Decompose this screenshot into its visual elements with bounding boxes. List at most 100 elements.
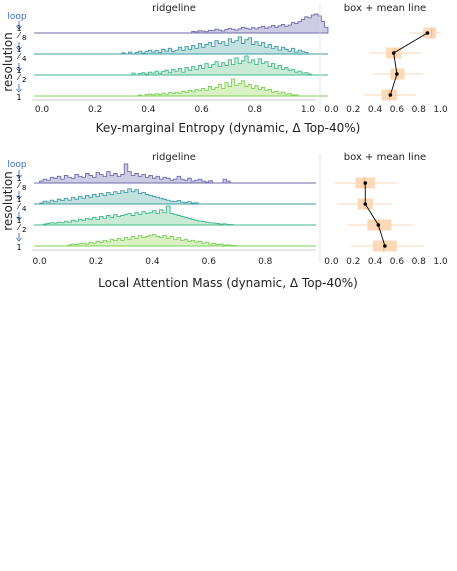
ridge-series-1 bbox=[121, 78, 328, 97]
panel-title: ridgeline bbox=[152, 3, 196, 14]
svg-text:1: 1 bbox=[16, 66, 21, 75]
box-plot bbox=[364, 27, 441, 101]
x-tick-labels: 0.0 0.2 0.4 0.6 0.8 1.0 bbox=[35, 105, 316, 115]
down-arrow-icon bbox=[16, 25, 22, 30]
box-plot bbox=[334, 177, 425, 252]
ylabel-text: resolution bbox=[1, 32, 15, 92]
mean-point-1-4 bbox=[391, 51, 396, 55]
mean-point-1-8 bbox=[425, 31, 430, 35]
svg-text:⁄: ⁄ bbox=[16, 181, 21, 190]
ridge-series-1-8 bbox=[39, 163, 301, 184]
x-axis-title: Local Attention Mass (dynamic, Δ Top-40%… bbox=[98, 276, 358, 290]
x-tick-label: 0.4 bbox=[145, 257, 160, 267]
ridge-series-1 bbox=[39, 234, 301, 247]
x-tick-label: 1.0 bbox=[433, 257, 448, 267]
loop-arrows bbox=[16, 170, 22, 242]
figure: resolution loop 1 ⁄ 8 1 ⁄ 4 1 ⁄ 2 1 bbox=[1, 3, 448, 290]
svg-text:1: 1 bbox=[16, 174, 21, 183]
x-tick-labels: 0.0 0.2 0.4 0.6 0.8 1.0 bbox=[324, 257, 448, 267]
ridgeline-panel-bottom: ridgeline 0.0 0.2 0.4 0.6 0.8 bbox=[32, 152, 316, 267]
svg-text:4: 4 bbox=[22, 55, 27, 63]
down-arrow-icon bbox=[16, 67, 22, 72]
row-labels: 1 ⁄ 8 1 ⁄ 4 1 ⁄ 2 1 bbox=[16, 174, 27, 252]
svg-text:1: 1 bbox=[16, 216, 21, 225]
svg-text:⁄: ⁄ bbox=[16, 31, 21, 40]
row-label-1: 1 bbox=[16, 93, 21, 102]
down-arrow-icon bbox=[16, 46, 22, 51]
svg-text:1: 1 bbox=[16, 195, 21, 204]
x-tick-labels: 0.0 0.2 0.4 0.6 0.8 1.0 bbox=[324, 105, 448, 115]
x-tick-label: 0.2 bbox=[88, 105, 102, 115]
row-label-1-4: 1 ⁄ 4 bbox=[16, 45, 27, 63]
down-arrow-icon bbox=[16, 216, 22, 221]
x-tick-label: 0.2 bbox=[346, 257, 360, 267]
ridgeline-plot bbox=[34, 13, 329, 97]
x-tick-label: 0.4 bbox=[368, 105, 383, 115]
row-label-1-2: 1 ⁄ 2 bbox=[16, 66, 26, 84]
svg-text:8: 8 bbox=[22, 34, 26, 42]
svg-text:⁄: ⁄ bbox=[16, 52, 21, 61]
x-tick-label: 0.0 bbox=[324, 257, 339, 267]
x-tick-label: 0.8 bbox=[412, 257, 427, 267]
x-tick-label: 0.6 bbox=[194, 105, 209, 115]
mean-point-1-2 bbox=[395, 72, 399, 76]
x-tick-label: 0.0 bbox=[32, 257, 47, 267]
svg-text:2: 2 bbox=[22, 226, 26, 234]
box-1-8 bbox=[423, 27, 437, 39]
svg-text:1: 1 bbox=[16, 45, 21, 54]
mean-point-1-2 bbox=[376, 223, 381, 227]
figure-svg: resolution loop 1 ⁄ 8 1 ⁄ 4 1 ⁄ 2 1 bbox=[1, 3, 448, 290]
ridgeline-panel-top: ridgeline 0.0 0.2 0.4 0.6 0.8 1.0 bbox=[32, 3, 329, 115]
ridgeline-plot bbox=[34, 163, 316, 247]
box-panel-top: box + mean line 0.0 0.2 0.4 0.6 0.8 1.0 bbox=[324, 3, 448, 115]
svg-text:1: 1 bbox=[16, 93, 21, 102]
mean-point-1 bbox=[388, 93, 393, 97]
svg-text:⁄: ⁄ bbox=[16, 73, 21, 82]
loop-label: loop bbox=[7, 160, 27, 170]
mean-point-1-4 bbox=[363, 202, 368, 206]
bottom-row: resolution loop 1 ⁄ 8 1 ⁄ 4 1 ⁄ 2 1 bbox=[1, 152, 448, 290]
x-tick-label: 0.2 bbox=[89, 257, 103, 267]
ridge-series-1-2 bbox=[121, 55, 328, 76]
x-tick-label: 0.8 bbox=[248, 105, 263, 115]
ridge-series-1-2 bbox=[39, 205, 301, 226]
row-label-1-2: 1 ⁄ 2 bbox=[16, 216, 26, 234]
panel-title: box + mean line bbox=[344, 152, 426, 163]
x-axis-title: Key-marginal Entropy (dynamic, Δ Top-40%… bbox=[96, 121, 361, 135]
mean-point-1 bbox=[383, 244, 387, 248]
x-tick-label: 0.2 bbox=[346, 105, 360, 115]
svg-text:4: 4 bbox=[22, 205, 27, 213]
mean-point-1-8 bbox=[363, 181, 368, 185]
resolution-label-bottom: resolution bbox=[1, 171, 15, 231]
svg-text:⁄: ⁄ bbox=[16, 202, 21, 211]
x-tick-labels: 0.0 0.2 0.4 0.6 0.8 bbox=[32, 257, 272, 267]
mean-line bbox=[364, 183, 386, 247]
row-labels: 1 ⁄ 8 1 ⁄ 4 1 ⁄ 2 1 bbox=[16, 24, 27, 102]
svg-text:1: 1 bbox=[16, 24, 21, 33]
x-tick-label: 0.0 bbox=[324, 105, 339, 115]
down-arrow-icon bbox=[16, 174, 22, 179]
row-label-1: 1 bbox=[16, 243, 21, 252]
down-arrow-icon bbox=[16, 88, 22, 93]
row-label-1-4: 1 ⁄ 4 bbox=[16, 195, 27, 213]
svg-text:2: 2 bbox=[22, 76, 26, 84]
ridge-series-1-4 bbox=[121, 36, 328, 55]
row-label-1-8: 1 ⁄ 8 bbox=[16, 24, 26, 42]
x-tick-label: 0.8 bbox=[258, 257, 273, 267]
panel-title: ridgeline bbox=[152, 152, 196, 163]
x-tick-label: 1.0 bbox=[301, 105, 316, 115]
x-tick-label: 1.0 bbox=[433, 105, 448, 115]
x-tick-label: 0.6 bbox=[390, 257, 405, 267]
x-tick-label: 0.8 bbox=[412, 105, 427, 115]
svg-text:⁄: ⁄ bbox=[16, 223, 21, 232]
loop-arrows bbox=[16, 21, 22, 93]
svg-text:1: 1 bbox=[16, 243, 21, 252]
top-row: resolution loop 1 ⁄ 8 1 ⁄ 4 1 ⁄ 2 1 bbox=[1, 3, 448, 135]
x-tick-label: 0.4 bbox=[141, 105, 156, 115]
box-panel-bottom: box + mean line 0.0 0.2 0.4 0.6 0.8 1.0 bbox=[324, 152, 448, 267]
ylabel-text: resolution bbox=[1, 171, 15, 231]
x-tick-label: 0.4 bbox=[368, 257, 383, 267]
x-tick-label: 0.6 bbox=[202, 257, 217, 267]
row-label-1-8: 1 ⁄ 8 bbox=[16, 174, 26, 192]
x-tick-label: 0.0 bbox=[35, 105, 50, 115]
